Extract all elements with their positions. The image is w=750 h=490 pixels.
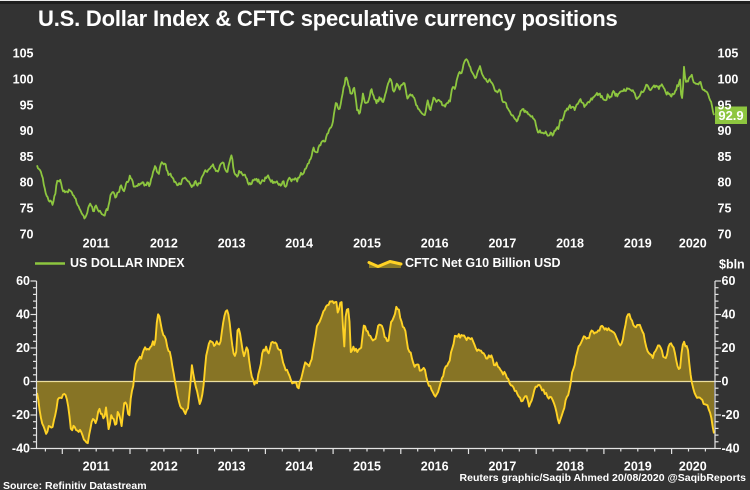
svg-text:-40: -40	[722, 442, 740, 456]
svg-text:2017: 2017	[488, 460, 516, 474]
svg-text:2012: 2012	[150, 460, 178, 474]
svg-text:2015: 2015	[353, 460, 381, 474]
svg-text:105: 105	[13, 47, 34, 61]
svg-text:0: 0	[23, 375, 30, 389]
svg-text:80: 80	[20, 176, 34, 190]
svg-text:$bln: $bln	[719, 258, 745, 272]
svg-text:2014: 2014	[285, 460, 313, 474]
svg-text:90: 90	[718, 124, 732, 138]
svg-text:40: 40	[722, 308, 736, 322]
svg-text:75: 75	[20, 202, 34, 216]
svg-text:60: 60	[722, 274, 736, 288]
svg-text:2020: 2020	[679, 460, 707, 474]
svg-text:20: 20	[16, 341, 30, 355]
svg-text:2011: 2011	[83, 237, 110, 251]
svg-text:85: 85	[718, 150, 732, 164]
svg-text:0: 0	[722, 375, 729, 389]
svg-text:60: 60	[16, 274, 30, 288]
svg-text:75: 75	[718, 202, 732, 216]
svg-text:2013: 2013	[218, 237, 246, 251]
svg-text:2013: 2013	[218, 460, 246, 474]
svg-text:2019: 2019	[624, 237, 652, 251]
svg-text:2016: 2016	[421, 237, 449, 251]
svg-text:92.9: 92.9	[718, 108, 743, 123]
svg-text:2014: 2014	[285, 237, 313, 251]
svg-text:2019: 2019	[624, 460, 652, 474]
svg-text:2011: 2011	[83, 460, 110, 474]
svg-text:-20: -20	[722, 408, 740, 422]
svg-text:2018: 2018	[556, 237, 584, 251]
svg-text:2018: 2018	[556, 460, 584, 474]
svg-text:20: 20	[722, 341, 736, 355]
svg-text:2015: 2015	[353, 237, 381, 251]
svg-text:90: 90	[20, 124, 34, 138]
svg-text:2017: 2017	[488, 237, 516, 251]
svg-text:-20: -20	[12, 408, 30, 422]
svg-text:70: 70	[20, 227, 34, 241]
svg-text:70: 70	[718, 227, 732, 241]
svg-text:2016: 2016	[421, 460, 449, 474]
svg-text:-40: -40	[12, 442, 30, 456]
svg-text:40: 40	[16, 308, 30, 322]
svg-text:2012: 2012	[150, 237, 178, 251]
svg-text:2020: 2020	[679, 237, 707, 251]
svg-text:85: 85	[20, 150, 34, 164]
svg-text:100: 100	[13, 73, 34, 87]
svg-text:100: 100	[718, 73, 739, 87]
svg-text:95: 95	[718, 98, 732, 112]
svg-text:95: 95	[20, 98, 34, 112]
svg-text:105: 105	[718, 47, 739, 61]
svg-text:80: 80	[718, 176, 732, 190]
